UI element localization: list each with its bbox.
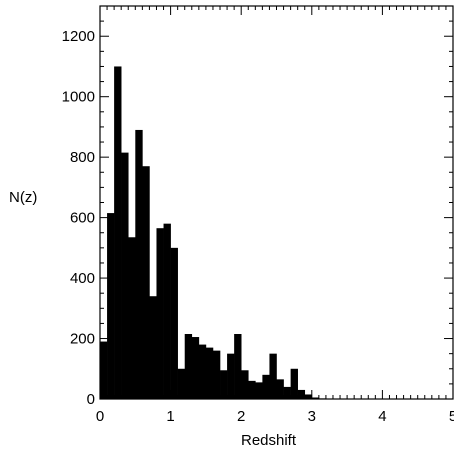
histogram-bar	[241, 370, 249, 399]
histogram-bar	[255, 382, 263, 399]
histogram-bars	[100, 66, 334, 400]
histogram-bar	[205, 347, 214, 399]
histogram-bar	[128, 237, 136, 399]
tick-labels: 0 1 2 3 4 5 0 200 400 600 800 1000 1200	[62, 28, 454, 425]
histogram-bar	[227, 353, 235, 399]
x-tick-label: 2	[237, 408, 245, 425]
y-tick-label: 1200	[62, 28, 95, 45]
histogram-bar	[248, 380, 256, 399]
histogram-bar	[170, 247, 178, 399]
histogram-bar	[191, 337, 200, 399]
x-axis-title: Redshift	[241, 432, 297, 449]
histogram-bar	[156, 228, 164, 399]
histogram-bar	[177, 368, 186, 399]
histogram-bar	[283, 386, 291, 399]
histogram-bar	[114, 66, 122, 400]
y-tick-label: 800	[70, 149, 95, 166]
histogram-bar	[142, 166, 150, 399]
histogram-bar	[269, 353, 277, 399]
y-tick-label: 600	[70, 210, 95, 227]
x-tick-label: 5	[449, 408, 454, 425]
histogram-bar	[220, 370, 228, 399]
histogram-bar	[276, 379, 284, 399]
histogram-bar	[163, 223, 171, 399]
y-tick-label: 400	[70, 270, 95, 287]
histogram-bar	[121, 152, 129, 399]
histogram-bar	[100, 341, 108, 399]
histogram-bar	[135, 129, 143, 399]
histogram-bar	[311, 397, 320, 399]
histogram-bar	[234, 334, 242, 399]
histogram-bar	[149, 296, 157, 399]
y-axis-title: N(z)	[9, 189, 37, 206]
y-tick-label: 200	[70, 331, 95, 348]
x-tick-label: 4	[378, 408, 386, 425]
x-tick-label: 0	[96, 408, 104, 425]
histogram-bar	[198, 344, 207, 399]
plot-frame	[99, 5, 454, 400]
histogram-bar	[304, 394, 313, 399]
histogram-bar	[297, 389, 306, 399]
histogram-bar	[107, 213, 115, 399]
y-tick-label: 1000	[62, 89, 95, 106]
x-tick-label: 1	[166, 408, 174, 425]
y-tick-label: 0	[87, 391, 95, 408]
histogram-bar	[184, 334, 193, 399]
x-tick-label: 3	[308, 408, 316, 425]
histogram-bar	[290, 368, 298, 399]
histogram-bar	[262, 374, 270, 399]
histogram-bar	[212, 350, 221, 399]
